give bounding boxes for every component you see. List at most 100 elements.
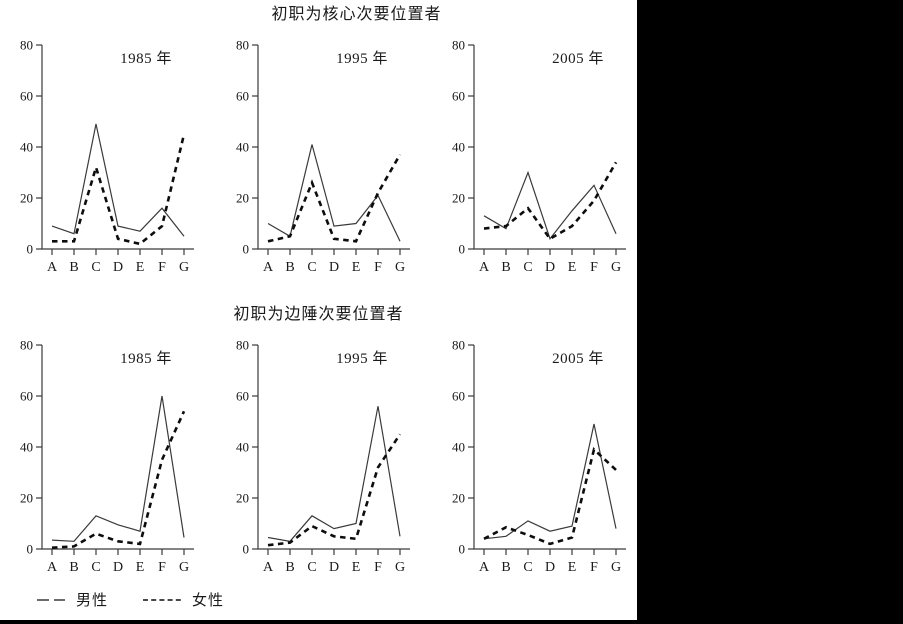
male-series-line (51, 123, 185, 237)
x-category-label: A (479, 560, 490, 575)
axes (473, 345, 626, 550)
chart-canvas: 0 20 40 60 80 A B C D E F G 1995 年 (236, 338, 410, 575)
legend-female-label: 女性 (192, 593, 225, 609)
bottom-charts-row: 0 20 40 60 80 A B C D E F G 1985 年 0 20 40 60 80 A B C D E F G 1… (0, 331, 637, 577)
y-tick-label: 80 (20, 38, 33, 53)
x-category-label: E (352, 560, 361, 575)
y-tick-label: 0 (27, 242, 34, 257)
axes (257, 45, 410, 250)
female-series-line (267, 153, 402, 243)
chart-canvas: 0 20 40 60 80 A B C D E F G 1985 年 (20, 338, 194, 575)
figure-content: 初职为核心次要位置者 0 20 40 60 80 A B C D E F G 1985 年 0 20 40 6… (0, 6, 637, 610)
x-category-label: F (158, 560, 166, 575)
x-category-label: E (136, 560, 145, 575)
x-category-label: E (568, 560, 577, 575)
chart-year-label: 1985 年 (120, 50, 172, 67)
y-tick-label: 60 (452, 389, 465, 404)
x-category-label: F (374, 260, 382, 275)
y-tick-label: 40 (236, 140, 249, 155)
x-category-label: B (69, 260, 78, 275)
x-category-label: C (91, 560, 100, 575)
x-category-label: C (307, 560, 316, 575)
axes (41, 45, 194, 250)
male-series-line (483, 423, 617, 540)
x-category-label: B (285, 260, 294, 275)
chart-core-2005: 0 20 40 60 80 A B C D E F G 2005 年 (440, 31, 636, 277)
legend: 男性 女性 (0, 589, 637, 610)
chart-canvas: 0 20 40 60 80 A B C D E F G 2005 年 (452, 338, 626, 575)
y-tick-label: 0 (243, 542, 250, 557)
chart-canvas: 0 20 40 60 80 A B C D E F G 2005 年 (452, 38, 626, 275)
x-category-label: F (158, 260, 166, 275)
x-category-label: B (69, 560, 78, 575)
female-line-sample-icon (143, 598, 182, 601)
y-tick-label: 40 (20, 440, 33, 455)
x-category-label: A (263, 260, 274, 275)
y-tick-label: 20 (20, 491, 33, 506)
x-category-label: C (91, 260, 100, 275)
x-category-label: G (179, 260, 189, 275)
y-tick-label: 80 (236, 38, 249, 53)
x-category-label: F (374, 560, 382, 575)
y-tick-label: 20 (236, 491, 249, 506)
x-category-label: E (352, 260, 361, 275)
axes (473, 45, 626, 250)
x-category-label: D (545, 260, 555, 275)
male-series-line (267, 144, 401, 242)
y-tick-label: 0 (459, 242, 466, 257)
x-category-label: F (590, 260, 598, 275)
female-series-line (267, 433, 402, 547)
female-series-line (52, 133, 186, 246)
axes (41, 345, 194, 550)
x-category-label: A (47, 260, 58, 275)
chart-year-label: 1995 年 (336, 350, 388, 367)
x-category-label: A (47, 560, 58, 575)
x-category-label: F (590, 560, 598, 575)
bottom-row-title: 初职为边陲次要位置者 (233, 306, 404, 323)
right-black-panel (637, 0, 903, 624)
male-line-sample-icon (37, 598, 65, 601)
chart-peripheral-1995: 0 20 40 60 80 A B C D E F G 1995 年 (224, 331, 420, 577)
axes (257, 345, 410, 550)
x-category-label: D (545, 560, 555, 575)
x-category-label: A (479, 260, 490, 275)
y-tick-label: 40 (236, 440, 249, 455)
top-charts-row: 0 20 40 60 80 A B C D E F G 1985 年 0 20 40 60 80 A B C D E F G 1… (0, 31, 637, 277)
male-series-line (483, 170, 617, 241)
y-tick-label: 80 (236, 338, 249, 353)
x-category-label: G (611, 560, 621, 575)
x-category-label: B (501, 260, 510, 275)
male-series-line (267, 406, 401, 542)
chart-core-1985: 0 20 40 60 80 A B C D E F G 1985 年 (8, 31, 204, 277)
chart-core-1995: 0 20 40 60 80 A B C D E F G 1995 年 (224, 31, 420, 277)
y-tick-label: 60 (236, 89, 249, 104)
x-category-label: G (395, 260, 405, 275)
male-series-line (51, 395, 185, 542)
y-tick-label: 40 (452, 440, 465, 455)
y-tick-label: 60 (452, 89, 465, 104)
legend-male-label: 男性 (76, 593, 109, 609)
female-series-line (51, 410, 186, 549)
chart-peripheral-1985: 0 20 40 60 80 A B C D E F G 1985 年 (8, 331, 204, 577)
x-category-label: D (113, 260, 123, 275)
x-category-label: D (113, 560, 123, 575)
x-category-label: G (179, 560, 189, 575)
x-category-label: C (523, 260, 532, 275)
y-tick-label: 0 (27, 542, 34, 557)
female-series-line (483, 447, 617, 546)
x-category-label: D (329, 560, 339, 575)
y-tick-label: 80 (452, 38, 465, 53)
x-category-label: C (523, 560, 532, 575)
chart-year-label: 2005 年 (552, 350, 604, 367)
x-category-label: D (329, 260, 339, 275)
y-tick-label: 80 (20, 338, 33, 353)
x-category-label: E (136, 260, 145, 275)
y-tick-label: 20 (452, 491, 465, 506)
x-category-label: G (395, 560, 405, 575)
y-tick-label: 60 (20, 389, 33, 404)
y-tick-label: 0 (459, 542, 466, 557)
x-category-label: G (611, 260, 621, 275)
y-tick-label: 40 (20, 140, 33, 155)
chart-year-label: 2005 年 (552, 50, 604, 67)
